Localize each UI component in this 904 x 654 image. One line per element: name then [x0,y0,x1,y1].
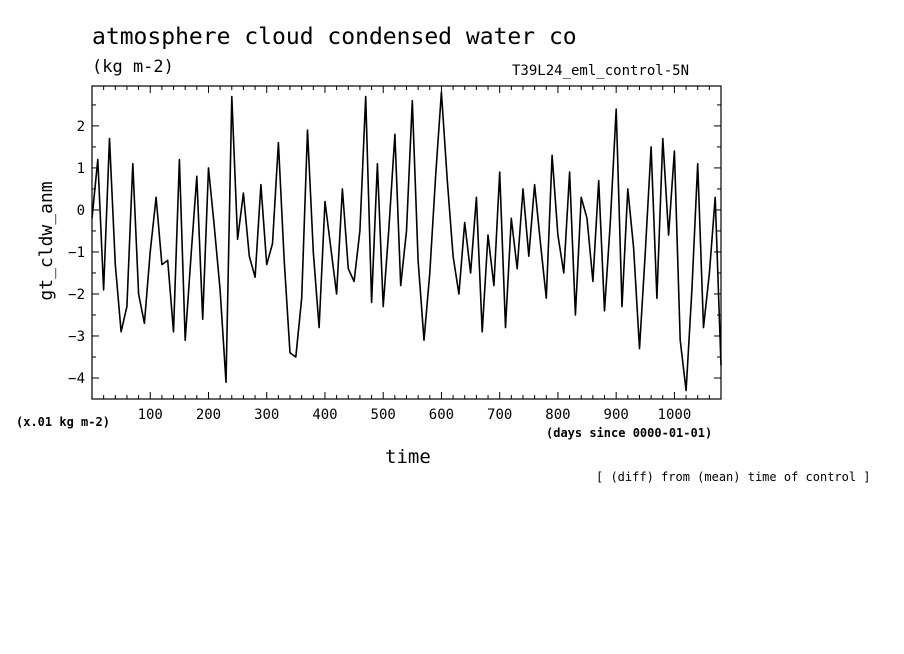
chart-axes [91,85,722,400]
x-tick-label: 300 [254,407,279,423]
x-tick-label: 500 [371,407,396,423]
y-tick-label: 0 [77,203,85,219]
y-axis-label: gt_cldw_anm [36,181,57,300]
x-tick-label: 400 [312,407,337,423]
series-line [91,91,722,392]
chart-series [91,91,722,392]
x-tick-label: 200 [196,407,221,423]
y-tick-label: −1 [68,245,85,261]
y-tick-label: −2 [68,287,85,303]
x-tick-label: 700 [487,407,512,423]
chart-ticks: 100 200 300 400 500 600 700 800 900 1000 −4 −3 −2 −1 0… [68,86,721,423]
y-tick-label: −4 [68,371,85,387]
x-tick-label: 1000 [658,407,692,423]
x-axis-unit: (days since 0000-01-01) [546,426,713,440]
y-tick-label: −3 [68,329,85,345]
x-axis-label: time [385,446,431,468]
x-tick-label: 900 [604,407,629,423]
x-tick-label: 600 [429,407,454,423]
chart-title: atmosphere cloud condensed water co [92,24,577,50]
y-tick-label: 2 [77,119,85,135]
x-tick-label: 100 [138,407,163,423]
plot-frame [91,85,722,400]
y-scale-note: (x.01 kg m-2) [16,415,110,429]
run-label: T39L24_eml_control-5N [512,63,690,79]
chart-unit: (kg m-2) [92,57,174,77]
y-tick-label: 1 [77,161,85,177]
footnote: [ (diff) from (mean) time of control ] [596,470,871,484]
x-tick-label: 800 [545,407,570,423]
